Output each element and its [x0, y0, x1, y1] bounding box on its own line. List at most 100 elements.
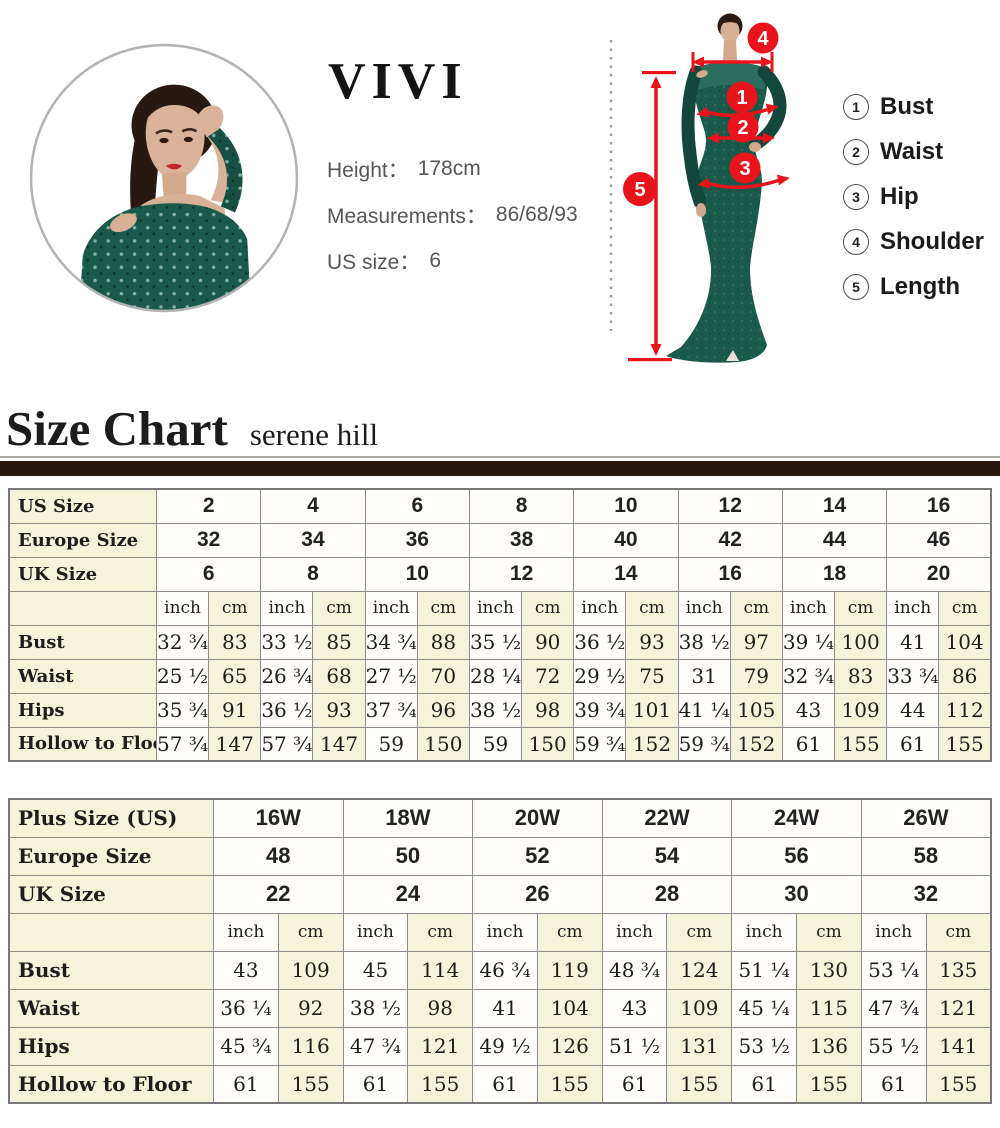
unit-cm-cell: cm	[521, 590, 575, 626]
measurement-inch-cell: 35 ½	[468, 624, 523, 660]
row-label-cell: Bust	[8, 950, 214, 990]
measurement-cm-cell: 109	[666, 988, 733, 1028]
unit-inch-cell: inch	[781, 590, 836, 626]
measurement-cm-cell: 147	[312, 726, 366, 762]
unit-inch-cell: inch	[213, 912, 279, 952]
size-system-row: US Size 2 4 6 8 10 12 14 16	[8, 488, 992, 524]
measurement-inch-cell: 59	[468, 726, 523, 762]
measurement-legend: 1 Bust 2 Waist 3 Hip 4 Shoulder 5 Length	[843, 84, 984, 309]
size-value-cell: 40	[573, 522, 679, 558]
measurement-inch-cell: 36 ¼	[213, 988, 279, 1028]
measurement-inch-cell: 31	[677, 658, 731, 694]
measurement-inch-cell: 43	[213, 950, 279, 990]
measurement-annotations: 1 2 3 4 5	[623, 22, 790, 362]
measurement-cm-cell: 75	[625, 658, 679, 694]
measurement-inch-cell: 48 ¾	[601, 950, 668, 990]
legend-circle-1: 1	[843, 93, 869, 120]
size-value-cell: 20W	[472, 798, 603, 838]
size-value-cell: 6	[155, 556, 262, 592]
measurement-inch-cell: 37 ¾	[364, 692, 418, 728]
measurement-inch-cell: 59 ¾	[677, 726, 731, 762]
measurement-cm-cell: 155	[938, 726, 992, 762]
measurement-cm-cell: 155	[796, 1064, 862, 1104]
measurement-inch-cell: 59	[364, 726, 418, 762]
size-value-cell: 32	[155, 522, 262, 558]
size-value-cell: 10	[573, 488, 679, 524]
measurement-cm-cell: 155	[666, 1064, 733, 1104]
size-value-cell: 56	[731, 836, 862, 876]
size-value-cell: 42	[677, 522, 783, 558]
unit-cm-cell: cm	[312, 590, 366, 626]
measurement-cm-cell: 96	[416, 692, 470, 728]
measurement-cm-cell: 119	[536, 950, 603, 990]
size-value-cell: 16	[886, 488, 992, 524]
model-portrait-photo	[29, 43, 299, 313]
row-label-cell: Hollow to Floor	[8, 1064, 214, 1104]
size-value-cell: 20	[886, 556, 992, 592]
measurement-inch-cell: 33 ¾	[886, 658, 940, 694]
measurement-inch-cell: 27 ½	[364, 658, 418, 694]
measurement-cm-cell: 70	[416, 658, 470, 694]
measurement-cm-cell: 152	[625, 726, 679, 762]
marker-5-number: 5	[634, 179, 645, 201]
legend-label-hip: Hip	[880, 182, 919, 210]
measurement-cm-cell: 83	[834, 658, 888, 694]
us-size-value: 6	[429, 249, 442, 272]
measurement-cm-cell: 86	[938, 658, 992, 694]
size-value-cell: 2	[155, 488, 262, 524]
size-value-cell: 22	[213, 874, 344, 914]
measurement-inch-cell: 53 ½	[731, 1026, 798, 1066]
measurement-cm-cell: 92	[277, 988, 344, 1028]
measurement-cm-cell: 83	[208, 624, 262, 660]
unit-cm-cell: cm	[729, 590, 783, 626]
measurement-inch-cell: 43	[601, 988, 668, 1028]
measurement-cm-cell: 91	[208, 692, 262, 728]
measurement-inch-cell: 51 ½	[601, 1026, 668, 1066]
thick-brown-divider-bar	[0, 461, 1000, 476]
measurement-inch-cell: 38 ½	[468, 692, 523, 728]
model-height-line: Height： 178cm	[327, 146, 578, 192]
legend-label-shoulder: Shoulder	[880, 227, 985, 255]
unit-cm-cell: cm	[208, 590, 262, 626]
size-value-cell: 16W	[213, 798, 344, 838]
measurement-cm-cell: 85	[312, 624, 366, 660]
row-label-cell: Bust	[8, 624, 157, 660]
measurement-cm-cell: 121	[407, 1026, 474, 1066]
height-label: Height：	[327, 159, 409, 182]
measurement-cm-cell: 131	[666, 1026, 733, 1066]
size-value-cell: 44	[781, 522, 888, 558]
brand-title: VIVI	[328, 53, 468, 110]
measurement-cm-cell: 126	[536, 1026, 603, 1066]
legend-circle-2: 2	[843, 138, 869, 165]
measurement-cm-cell: 115	[796, 988, 862, 1028]
measurement-inch-cell: 45 ¼	[731, 988, 798, 1028]
measurement-row: Hollow to Floor 61 155 61 155 61 155 61 155 61 155…	[8, 1064, 992, 1104]
measurement-inch-cell: 53 ¼	[860, 950, 927, 990]
measurement-cm-cell: 150	[416, 726, 470, 762]
measurement-inch-cell: 61	[781, 726, 836, 762]
unit-cm-cell: cm	[277, 912, 344, 952]
measurement-cm-cell: 147	[208, 726, 262, 762]
unit-cm-cell: cm	[416, 590, 470, 626]
length-arrow	[628, 71, 676, 362]
hip-arrow	[697, 174, 790, 190]
measurement-cm-cell: 65	[208, 658, 262, 694]
unit-header-row: inch cm inch cm inch cm inch cm inch cm inch cm	[8, 912, 992, 952]
unit-cm-cell: cm	[834, 590, 888, 626]
size-value-cell: 32	[860, 874, 992, 914]
us-size-label: US size：	[327, 251, 421, 274]
portrait-illustration	[78, 84, 252, 311]
thin-divider-line	[0, 456, 1000, 458]
measurement-inch-cell: 47 ¾	[342, 1026, 409, 1066]
marker-1-number: 1	[736, 87, 747, 109]
size-value-cell: 6	[364, 488, 470, 524]
measurements-label: Measurements：	[327, 205, 487, 228]
measurement-inch-cell: 41	[472, 988, 538, 1028]
size-value-cell: 14	[781, 488, 888, 524]
model-measurements-line: Measurements： 86/68/93	[327, 192, 578, 238]
size-value-cell: 4	[260, 488, 366, 524]
marker-4-shoulder	[747, 22, 779, 54]
measurement-inch-cell: 34 ¾	[364, 624, 418, 660]
size-system-row: UK Size 22 24 26 28 30 32	[8, 874, 992, 914]
